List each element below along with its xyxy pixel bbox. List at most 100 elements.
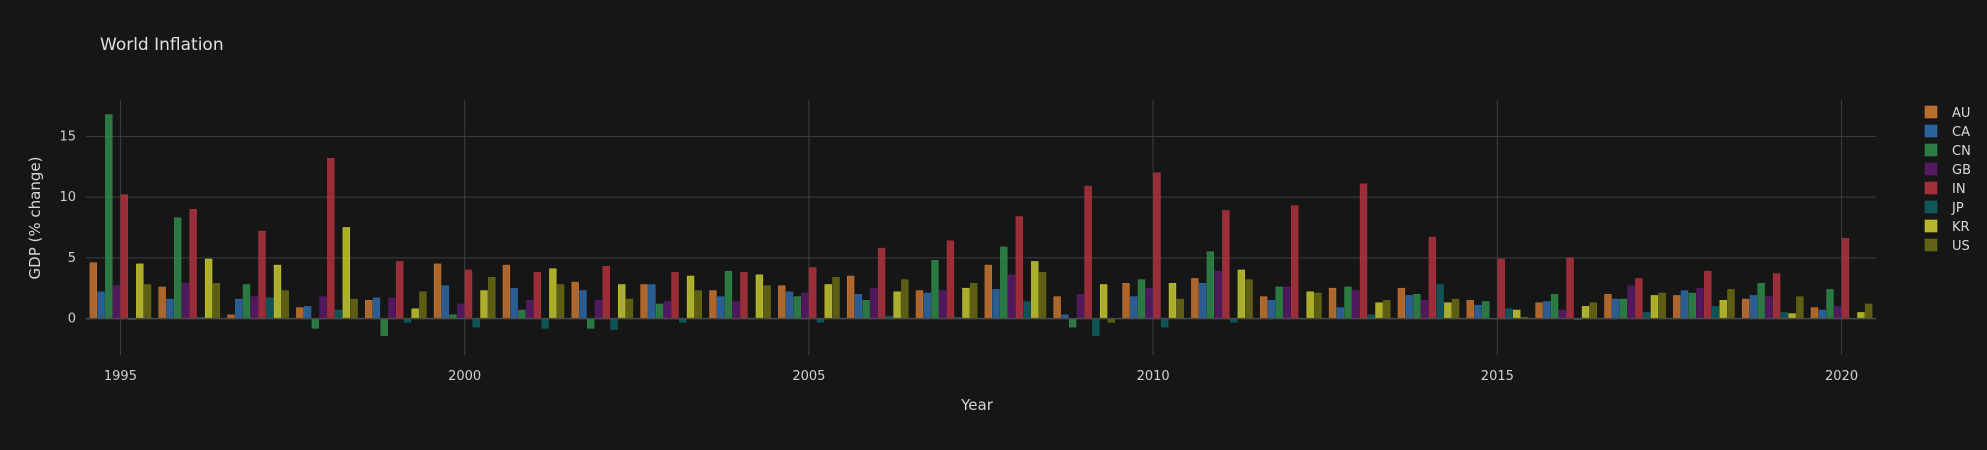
bar-au[interactable] (158, 286, 166, 319)
bar-in[interactable] (1084, 185, 1092, 319)
bar-au[interactable] (433, 263, 442, 319)
legend-label-jp[interactable]: JP (1951, 201, 1964, 216)
bar-gb[interactable] (663, 301, 672, 319)
bar-ca[interactable] (1474, 304, 1482, 319)
bar-au[interactable] (640, 284, 648, 319)
bar-gb[interactable] (250, 296, 258, 319)
bar-ca[interactable] (303, 306, 312, 319)
bar-in[interactable] (1841, 238, 1850, 319)
bar-cn[interactable] (587, 318, 595, 329)
bar-gb[interactable] (1765, 296, 1773, 319)
bar-kr[interactable] (755, 274, 764, 319)
bar-in[interactable] (533, 272, 542, 319)
bar-au[interactable] (778, 285, 786, 319)
bar-kr[interactable] (1237, 269, 1245, 319)
bar-ca[interactable] (166, 298, 174, 319)
bar-ca[interactable] (1612, 298, 1620, 319)
bar-cn[interactable] (1206, 251, 1215, 319)
bar-gb[interactable] (1076, 293, 1085, 319)
legend-label-au[interactable]: AU (1952, 106, 1970, 121)
bar-us[interactable] (1383, 300, 1391, 319)
legend[interactable]: AU CA CN GB IN JP KR US (1924, 105, 1971, 254)
bar-kr[interactable] (342, 227, 351, 319)
bar-us[interactable] (488, 276, 496, 319)
bar-ca[interactable] (510, 287, 518, 319)
bar-cn[interactable] (1275, 286, 1283, 319)
bar-kr[interactable] (1099, 284, 1108, 319)
bar-au[interactable] (1673, 295, 1681, 319)
bar-gb[interactable] (1558, 309, 1566, 319)
bar-gb[interactable] (1352, 290, 1360, 319)
legend-swatch-ca[interactable] (1924, 124, 1938, 138)
bar-cn[interactable] (380, 318, 388, 336)
bar-ca[interactable] (1130, 296, 1138, 319)
bar-us[interactable] (1658, 292, 1666, 319)
bar-cn[interactable] (1757, 283, 1765, 319)
bar-jp[interactable] (1780, 312, 1789, 319)
bar-ca[interactable] (992, 289, 1000, 319)
bar-kr[interactable] (204, 258, 213, 319)
bar-us[interactable] (1589, 302, 1597, 319)
bar-jp[interactable] (334, 309, 343, 319)
bar-in[interactable] (740, 272, 748, 319)
bar-us[interactable] (1176, 298, 1184, 319)
bar-kr[interactable] (480, 290, 488, 319)
bar-kr[interactable] (618, 284, 626, 319)
bar-us[interactable] (212, 283, 221, 319)
bar-kr[interactable] (962, 287, 970, 319)
bar-cn[interactable] (1482, 301, 1490, 319)
bar-jp[interactable] (1436, 284, 1444, 319)
bar-au[interactable] (365, 300, 373, 319)
bar-au[interactable] (1810, 307, 1819, 319)
bar-in[interactable] (189, 208, 197, 319)
bar-kr[interactable] (411, 308, 419, 319)
bar-kr[interactable] (893, 291, 901, 319)
bar-in[interactable] (1635, 278, 1643, 319)
bar-gb[interactable] (112, 285, 121, 319)
bar-gb[interactable] (525, 300, 534, 319)
bar-ca[interactable] (1267, 300, 1276, 319)
bar-kr[interactable] (824, 284, 832, 319)
bar-us[interactable] (1451, 298, 1460, 319)
bar-gb[interactable] (1834, 306, 1842, 319)
bar-ca[interactable] (1198, 283, 1207, 319)
bar-cn[interactable] (724, 270, 733, 319)
bar-in[interactable] (1359, 183, 1368, 319)
bar-in[interactable] (946, 240, 955, 319)
bar-gb[interactable] (457, 303, 465, 319)
bar-us[interactable] (625, 298, 634, 319)
bar-ca[interactable] (854, 293, 863, 319)
bar-cn[interactable] (173, 217, 182, 319)
bar-au[interactable] (89, 262, 97, 319)
legend-label-kr[interactable]: KR (1952, 220, 1970, 235)
bar-au[interactable] (1741, 298, 1750, 319)
bar-us[interactable] (350, 298, 358, 319)
bar-au[interactable] (1535, 302, 1543, 319)
bar-au[interactable] (296, 307, 304, 319)
bar-jp[interactable] (1505, 308, 1513, 319)
bar-cn[interactable] (1000, 246, 1008, 319)
bar-gb[interactable] (1007, 274, 1016, 319)
legend-swatch-in[interactable] (1924, 181, 1938, 195)
bar-in[interactable] (1153, 172, 1161, 319)
bar-jp[interactable] (472, 318, 480, 328)
bar-us[interactable] (1245, 279, 1253, 319)
bar-au[interactable] (571, 281, 579, 319)
legend-swatch-jp[interactable] (1924, 200, 1938, 214)
bar-us[interactable] (832, 276, 840, 319)
bar-jp[interactable] (1161, 318, 1169, 328)
bar-cn[interactable] (862, 300, 870, 319)
bar-us[interactable] (1727, 289, 1735, 319)
bar-cn[interactable] (1619, 298, 1628, 319)
bar-us[interactable] (1314, 292, 1322, 319)
bar-in[interactable] (671, 272, 679, 319)
bar-cn[interactable] (793, 296, 801, 319)
bar-cn[interactable] (242, 284, 251, 319)
bar-in[interactable] (1222, 210, 1230, 319)
bar-kr[interactable] (1857, 312, 1865, 319)
bar-cn[interactable] (1550, 293, 1559, 319)
bar-gb[interactable] (1214, 270, 1222, 319)
bar-kr[interactable] (1375, 302, 1383, 319)
bar-in[interactable] (464, 269, 473, 319)
legend-swatch-cn[interactable] (1924, 143, 1938, 157)
